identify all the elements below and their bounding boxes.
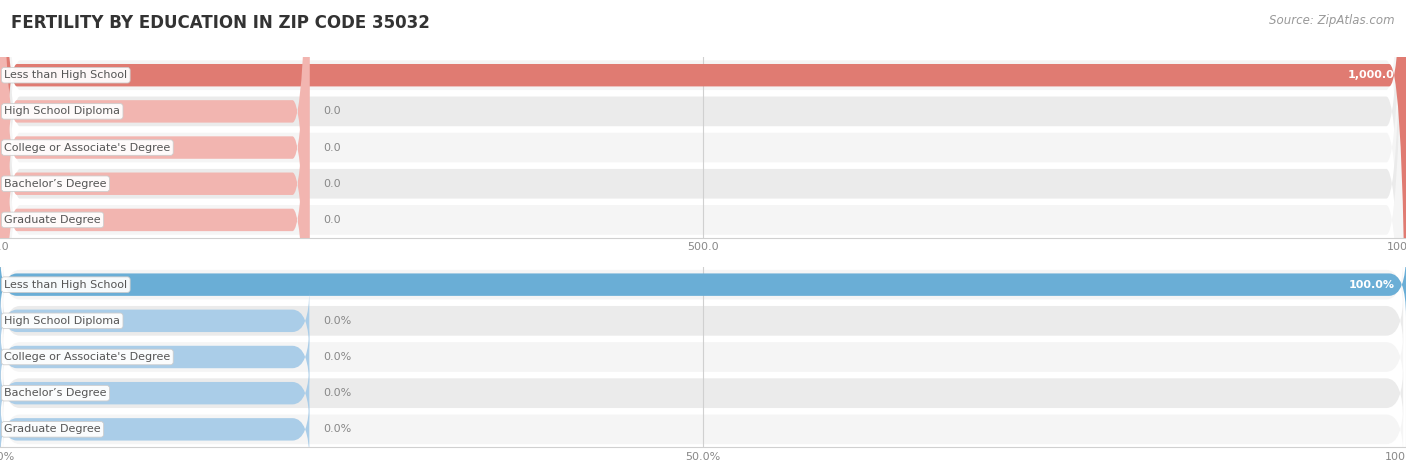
- Text: High School Diploma: High School Diploma: [4, 106, 121, 117]
- FancyBboxPatch shape: [0, 397, 309, 462]
- FancyBboxPatch shape: [0, 0, 309, 476]
- Text: 0.0: 0.0: [323, 215, 342, 225]
- Text: 1,000.0: 1,000.0: [1348, 70, 1395, 80]
- FancyBboxPatch shape: [0, 325, 309, 389]
- Text: 0.0: 0.0: [323, 142, 342, 153]
- FancyBboxPatch shape: [0, 0, 309, 476]
- Text: 0.0%: 0.0%: [323, 424, 352, 435]
- Text: 0.0%: 0.0%: [323, 352, 352, 362]
- Text: High School Diploma: High School Diploma: [4, 316, 121, 326]
- Text: Less than High School: Less than High School: [4, 70, 128, 80]
- FancyBboxPatch shape: [3, 328, 1403, 386]
- Text: Graduate Degree: Graduate Degree: [4, 215, 101, 225]
- Text: 100.0%: 100.0%: [1348, 279, 1395, 290]
- Text: College or Associate's Degree: College or Associate's Degree: [4, 352, 170, 362]
- FancyBboxPatch shape: [3, 0, 1403, 476]
- FancyBboxPatch shape: [3, 256, 1403, 313]
- Text: Source: ZipAtlas.com: Source: ZipAtlas.com: [1270, 14, 1395, 27]
- FancyBboxPatch shape: [3, 0, 1403, 476]
- Text: 0.0: 0.0: [323, 106, 342, 117]
- FancyBboxPatch shape: [3, 365, 1403, 422]
- FancyBboxPatch shape: [3, 0, 1403, 476]
- Text: Less than High School: Less than High School: [4, 279, 128, 290]
- Text: Bachelor’s Degree: Bachelor’s Degree: [4, 178, 107, 189]
- Text: 0.0: 0.0: [323, 178, 342, 189]
- Text: 0.0%: 0.0%: [323, 388, 352, 398]
- FancyBboxPatch shape: [3, 292, 1403, 349]
- Text: College or Associate's Degree: College or Associate's Degree: [4, 142, 170, 153]
- Text: Graduate Degree: Graduate Degree: [4, 424, 101, 435]
- Text: FERTILITY BY EDUCATION IN ZIP CODE 35032: FERTILITY BY EDUCATION IN ZIP CODE 35032: [11, 14, 430, 32]
- FancyBboxPatch shape: [0, 0, 309, 476]
- FancyBboxPatch shape: [0, 0, 309, 476]
- Text: Bachelor’s Degree: Bachelor’s Degree: [4, 388, 107, 398]
- FancyBboxPatch shape: [0, 288, 309, 353]
- FancyBboxPatch shape: [3, 0, 1403, 476]
- FancyBboxPatch shape: [0, 252, 1406, 317]
- Text: 0.0%: 0.0%: [323, 316, 352, 326]
- FancyBboxPatch shape: [3, 401, 1403, 458]
- FancyBboxPatch shape: [3, 0, 1403, 476]
- FancyBboxPatch shape: [0, 361, 309, 426]
